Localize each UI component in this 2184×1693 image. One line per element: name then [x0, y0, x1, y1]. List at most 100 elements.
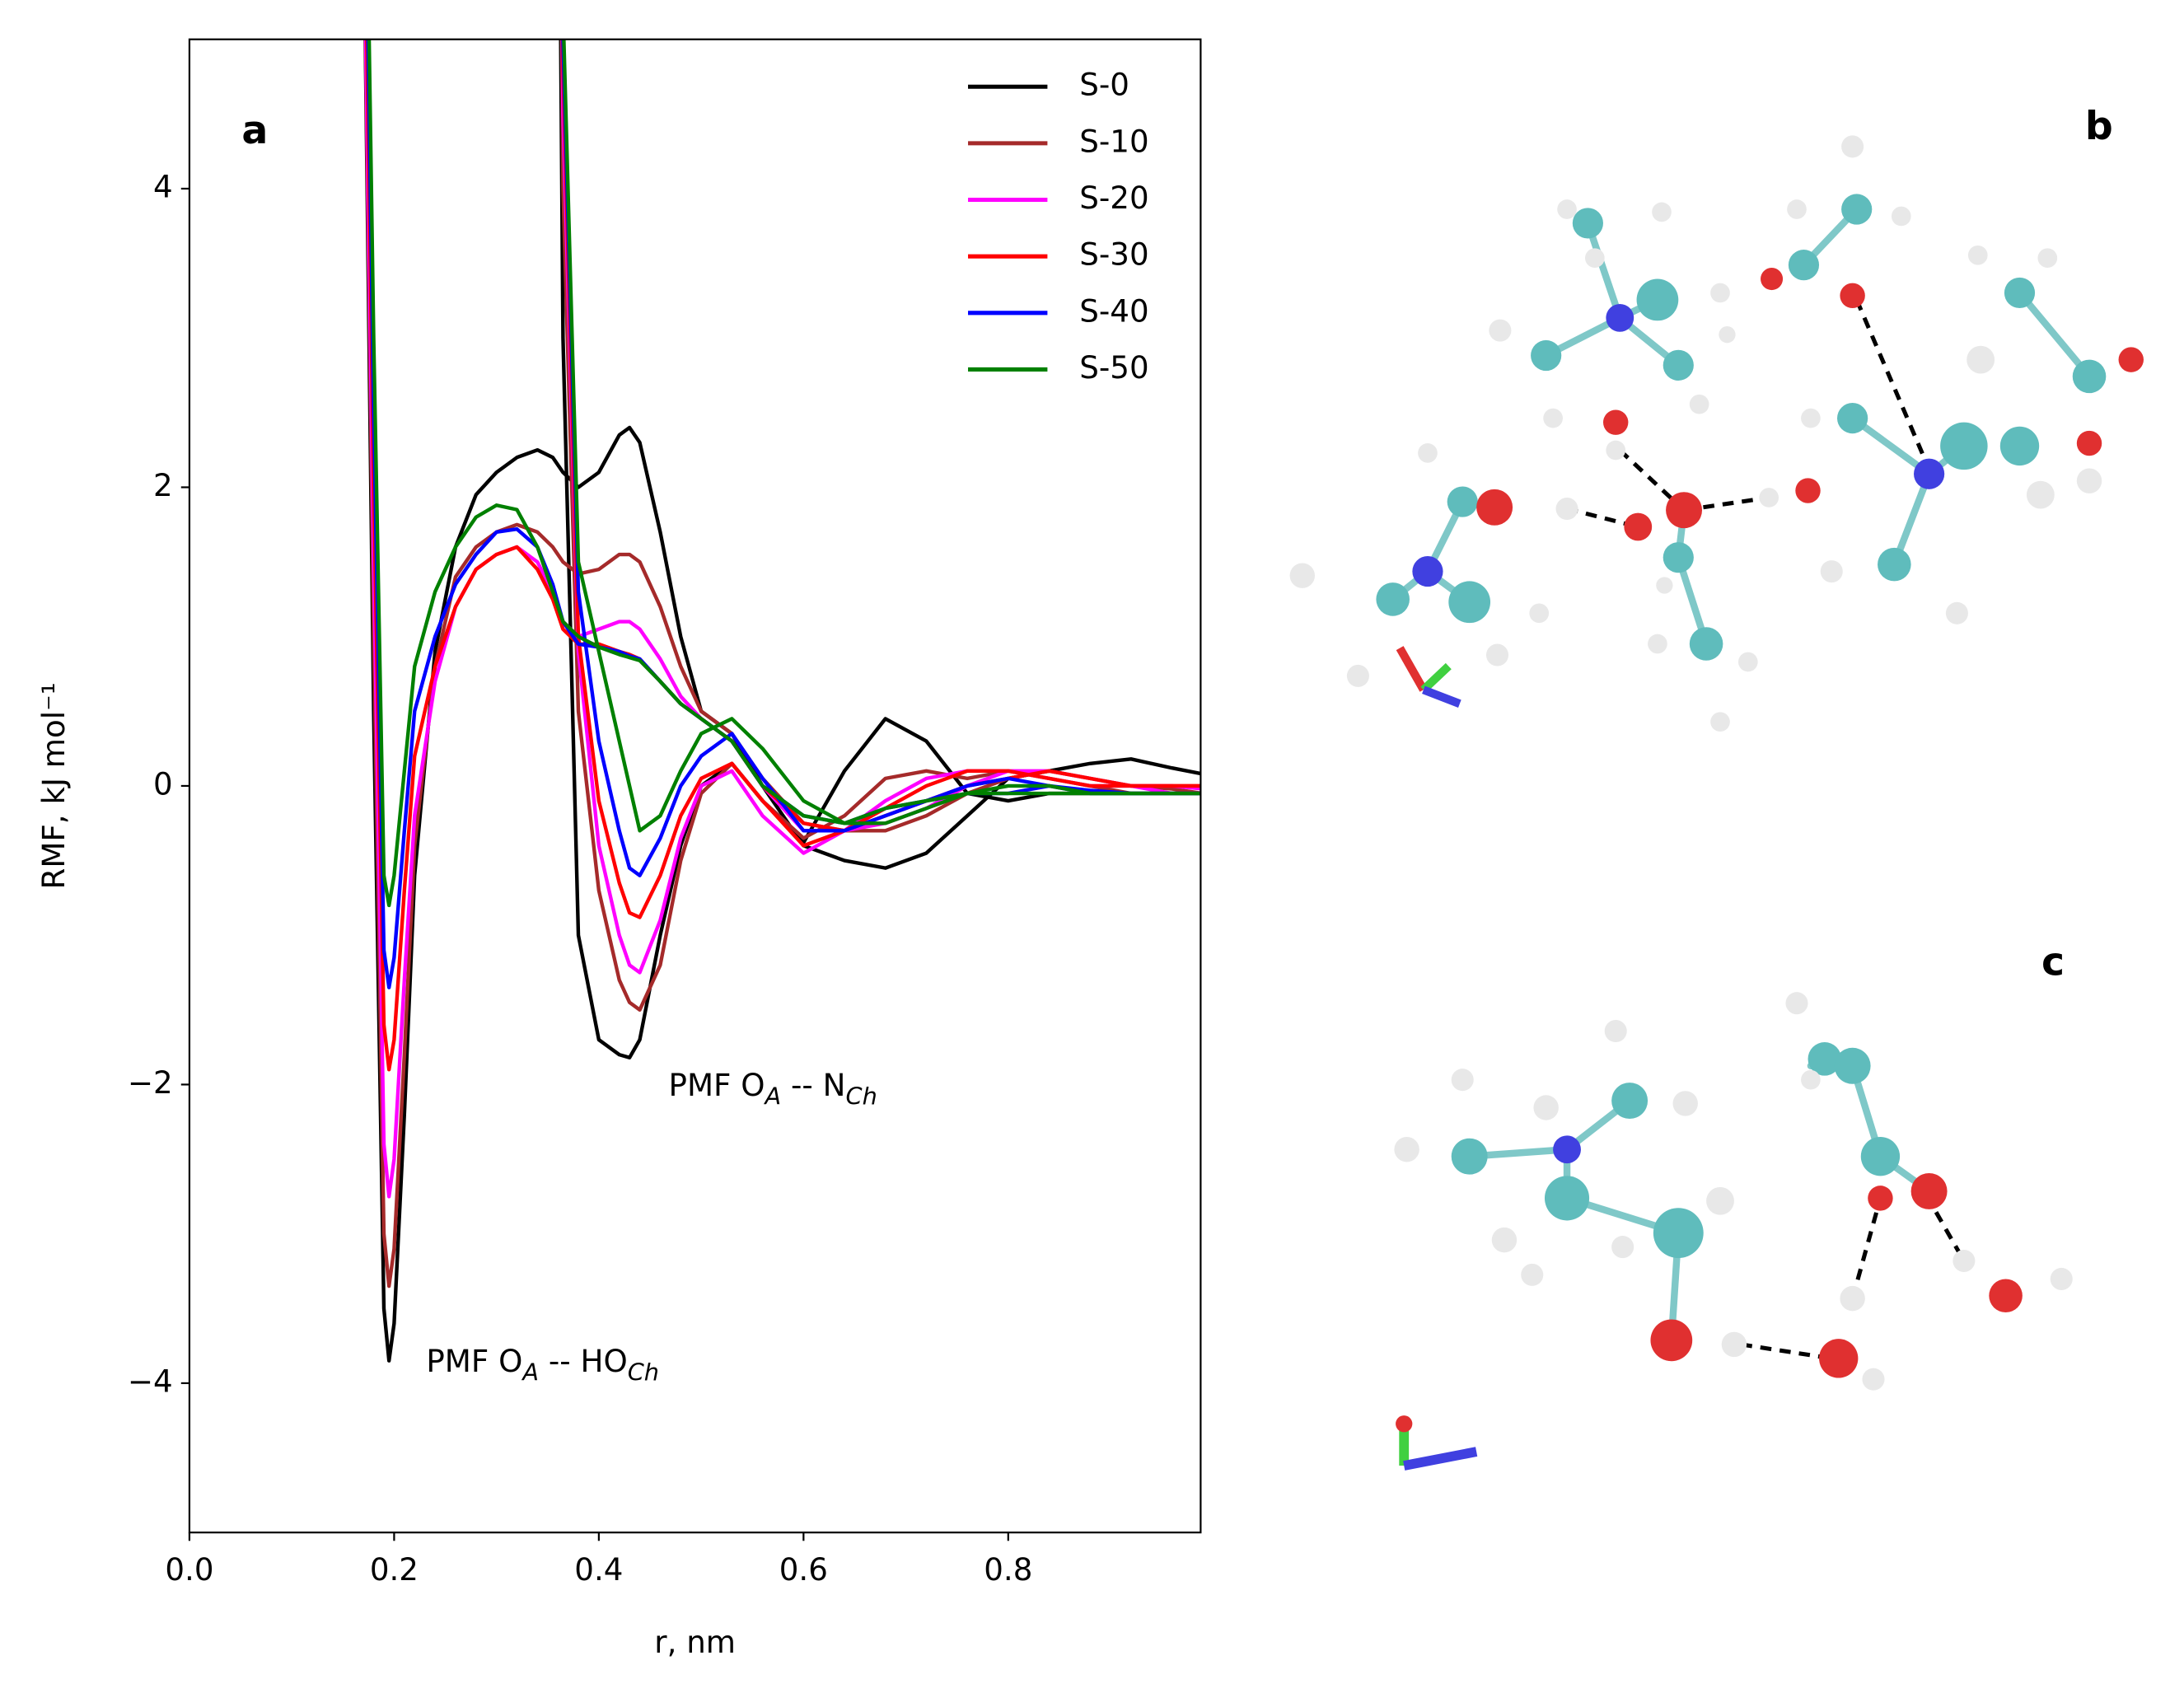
bond: [2016, 289, 2093, 381]
atom: [1801, 1069, 1821, 1090]
legend-label: S-40: [1079, 292, 1148, 329]
atom: [1555, 497, 1578, 521]
atom: [1533, 1095, 1559, 1120]
nitrogens: [1412, 303, 1945, 587]
atom: [1940, 422, 1988, 470]
hbond: [1850, 1197, 1882, 1299]
atom: [1841, 194, 1873, 225]
atom: [1840, 283, 1865, 309]
y-tick-label: −2: [128, 1064, 173, 1101]
x-tick-label: 0.0: [165, 1551, 213, 1588]
atom: [1834, 1047, 1871, 1084]
atom: [1572, 208, 1603, 239]
atom: [1891, 206, 1911, 227]
axes-triad: [1396, 646, 1461, 708]
atom: [1346, 664, 1369, 687]
atom: [1967, 245, 1988, 265]
annotation-part: -- HO: [539, 1342, 628, 1378]
carbons: [1376, 194, 2107, 661]
annotation-part: Ch: [628, 1358, 659, 1386]
atom: [1868, 1186, 1893, 1211]
oxygens: [1476, 268, 2144, 541]
legend-label: S-0: [1079, 67, 1129, 103]
oxygens: [1650, 1172, 2023, 1378]
bond: [1849, 414, 1933, 478]
atom: [1719, 326, 1736, 344]
atom: [1999, 426, 2040, 466]
atom: [2037, 248, 2058, 269]
atom: [1606, 303, 1634, 332]
atom: [1606, 440, 1626, 461]
panel-label: c: [2041, 939, 2065, 984]
atom: [2072, 359, 2107, 394]
annotation-part: A: [521, 1358, 539, 1386]
atom: [1721, 1331, 1747, 1358]
atom: [1451, 1138, 1488, 1175]
molecule-b: [1289, 135, 2144, 732]
atom: [1837, 403, 1868, 434]
atom: [1840, 1285, 1865, 1312]
atom: [1945, 601, 1968, 624]
atom: [1820, 560, 1843, 583]
triad-z: [1403, 1447, 1478, 1471]
molecule-c: [1394, 992, 2073, 1471]
atom: [1787, 199, 1807, 219]
y-axis-label: RMF, kJ mol⁻¹: [35, 682, 72, 889]
hbond: [1618, 448, 1686, 512]
legend-label: S-10: [1079, 123, 1148, 159]
atom: [1788, 250, 1820, 281]
atom: [1989, 1279, 2023, 1313]
x-tick-label: 0.2: [370, 1551, 419, 1588]
atom: [1706, 1186, 1734, 1215]
atom: [1476, 489, 1513, 526]
annotation-part: PMF O: [669, 1067, 765, 1103]
atom: [1689, 627, 1723, 661]
atom: [1663, 349, 1694, 381]
y-tick-label: −4: [128, 1363, 173, 1399]
atom: [2076, 430, 2102, 456]
atom: [1650, 1319, 1693, 1362]
atom: [1451, 1069, 1474, 1092]
atom: [2076, 468, 2102, 493]
atom: [1819, 1339, 1859, 1378]
x-tick-label: 0.6: [779, 1551, 828, 1588]
atom: [1710, 712, 1730, 732]
series-line: [560, 39, 1201, 919]
x-tick-label: 0.4: [574, 1551, 623, 1588]
x-tick-label: 0.8: [984, 1551, 1032, 1588]
panel-label: a: [241, 108, 268, 153]
atom: [1710, 283, 1730, 303]
annotation: PMF OA -- HOCh: [426, 1342, 659, 1386]
annotation-part: Ch: [846, 1083, 877, 1111]
atom: [1624, 512, 1653, 541]
lines: [363, 39, 1201, 1363]
atom: [1785, 992, 1808, 1015]
triad-x: [1396, 646, 1428, 692]
atom: [1602, 409, 1629, 435]
atom: [1531, 339, 1562, 372]
y-tick-label: 4: [153, 168, 173, 204]
atom: [2026, 480, 2055, 509]
plot: 0.0 0.2 0.4 0.6 0.8 −4 −2 0 2 4 S-0 S-10 S-20 S-30 S-4…: [35, 38, 1202, 1660]
atom: [1953, 1249, 1976, 1273]
atom: [1759, 488, 1779, 507]
y-tick-label: 2: [153, 467, 173, 503]
atom: [1910, 1172, 1948, 1209]
x-axis-label: r, nm: [654, 1624, 736, 1660]
atom: [1808, 1042, 1842, 1076]
atom: [1412, 555, 1443, 587]
atom: [1611, 1236, 1634, 1259]
hydrogens: [1289, 135, 2102, 732]
atom: [2118, 347, 2144, 372]
atom: [1448, 581, 1491, 624]
atom: [2050, 1267, 2073, 1290]
atom: [1604, 1019, 1627, 1043]
legend-label: S-50: [1079, 349, 1148, 386]
atom: [1663, 542, 1694, 573]
atom: [1553, 1135, 1581, 1164]
triad-z: [1422, 685, 1461, 708]
atom: [1860, 1137, 1901, 1176]
atom: [1418, 443, 1438, 463]
